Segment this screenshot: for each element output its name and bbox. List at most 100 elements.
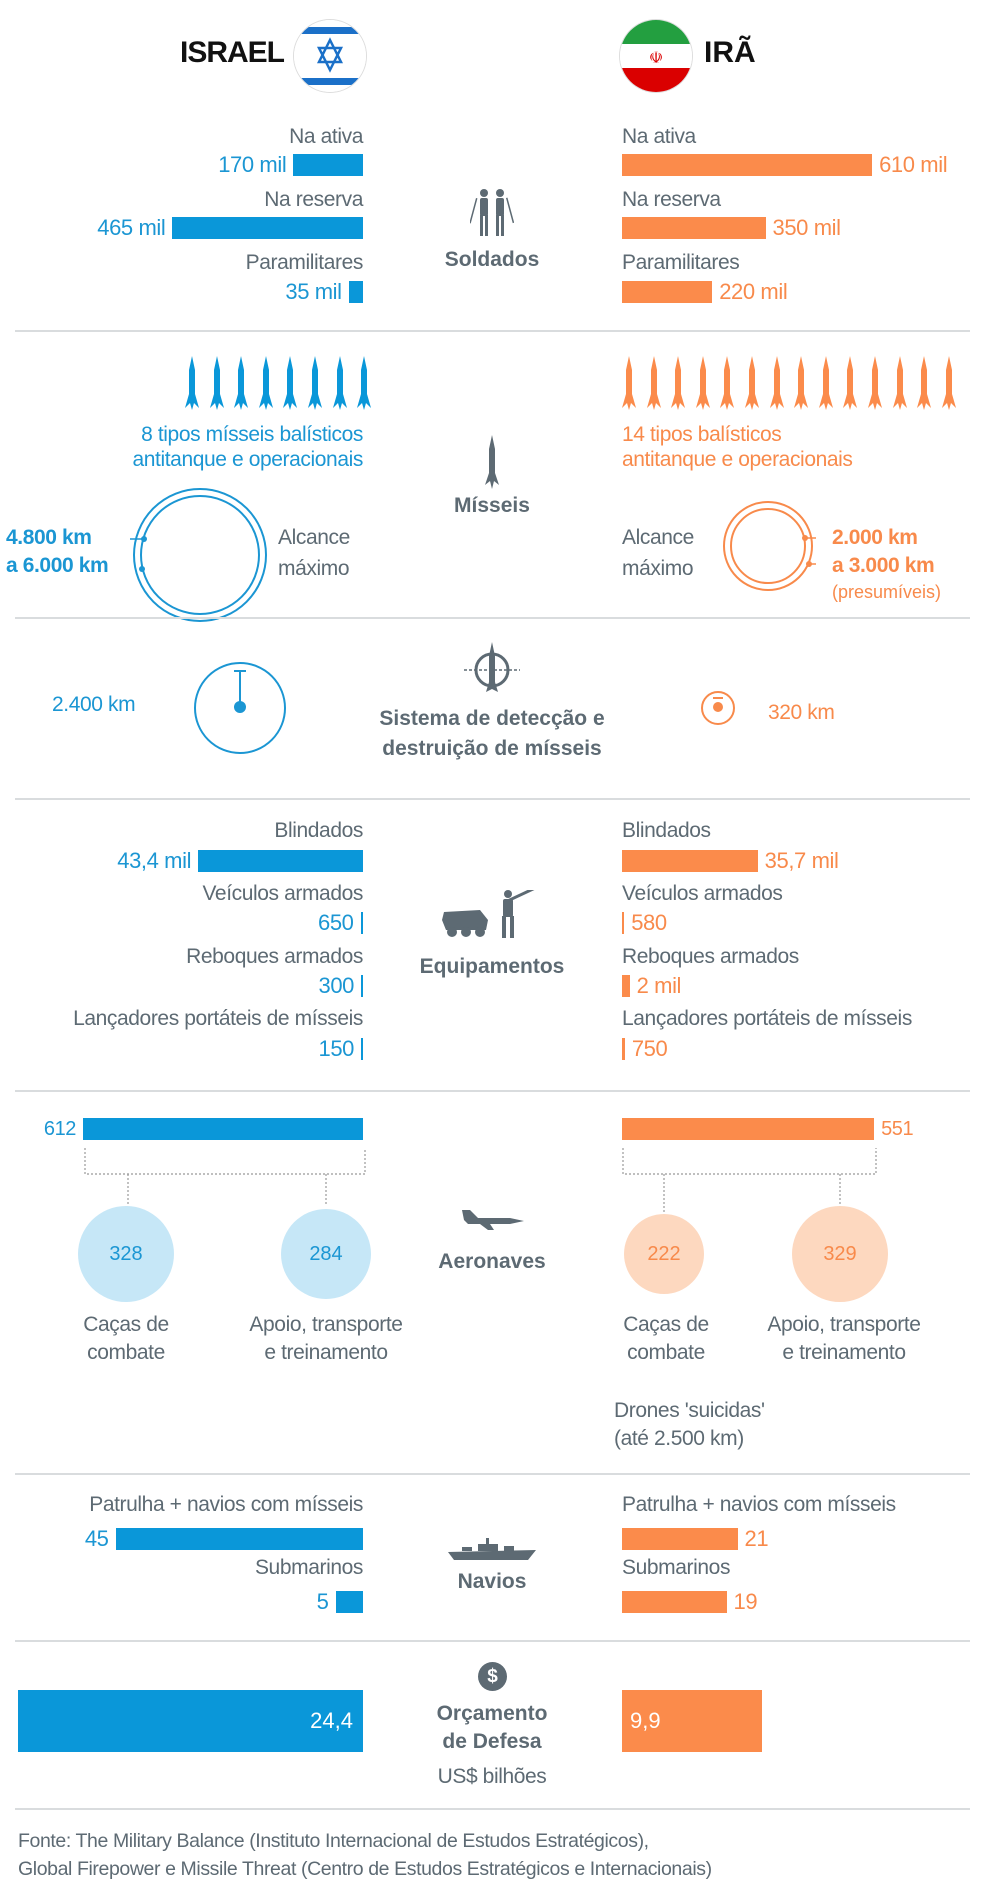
warship-icon <box>448 1538 536 1560</box>
iran-budget-bar: 9,9 <box>622 1690 762 1752</box>
label-patrol-ships: Patrulha + navios com mísseis <box>89 1493 363 1516</box>
israel-active-value: 170 mil <box>218 152 287 177</box>
iran-active-row: 610 mil <box>622 152 948 178</box>
israel-aircraft-total-row: 612 <box>44 1116 363 1142</box>
label-submarines: Submarinos <box>254 1556 363 1579</box>
iran-range-max: a 3.000 km <box>832 554 935 577</box>
israel-launchers-value: 150 <box>318 1036 354 1061</box>
divider <box>15 1808 970 1810</box>
iran-flag-icon: ☫ <box>620 20 692 92</box>
iran-range-min: 2.000 km <box>832 526 918 549</box>
iran-missile-types-line1: 14 tipos balísticos <box>622 423 782 446</box>
iran-support-label-1: Apoio, transporte <box>767 1313 921 1336</box>
defense-title-line2: destruição de mísseis <box>382 737 602 760</box>
ships-title: Navios <box>457 1570 527 1593</box>
divider <box>15 1640 970 1642</box>
divider <box>15 330 970 332</box>
iran-missile-icon <box>720 356 735 410</box>
israel-towed-value: 300 <box>318 973 354 998</box>
label-armored: Blindados <box>274 819 363 842</box>
iran-defense-range: 320 km <box>768 701 835 724</box>
israel-armed-vehicles-row: 650 <box>318 910 363 936</box>
label-paramilitary: Paramilitares <box>245 251 364 274</box>
iran-missile-types-line2: antitanque e operacionais <box>622 448 853 471</box>
iran-aircraft-bracket <box>622 1148 877 1214</box>
label-submarines-iran: Submarinos <box>622 1556 731 1579</box>
israel-missile-icon <box>332 356 347 410</box>
crosshair-missile-icon <box>464 642 520 692</box>
range-label-line2: máximo <box>278 557 350 580</box>
israel-range-min: 4.800 km <box>6 526 92 549</box>
iran-missile-icon <box>868 356 882 410</box>
israel-launchers-bar <box>361 1038 363 1060</box>
israel-missile-types-line2: antitanque e operacionais <box>132 448 363 471</box>
israel-armed-vehicles-bar <box>360 912 363 934</box>
iran-missile-icon <box>646 356 661 410</box>
israel-reserve-value: 465 mil <box>97 215 166 240</box>
iran-aircraft-total-bar <box>622 1118 875 1140</box>
israel-aircraft-total-bar <box>83 1118 363 1140</box>
iran-support-label-2: e treinamento <box>782 1341 906 1364</box>
israel-range-circle <box>130 488 267 622</box>
label-patrol-ships-iran: Patrulha + navios com mísseis <box>622 1493 896 1516</box>
iran-missile-icon <box>622 356 636 410</box>
iran-armed-vehicles-row: 580 <box>622 910 667 936</box>
iran-active-value: 610 mil <box>879 152 948 177</box>
israel-armored-value: 43,4 mil <box>117 848 192 873</box>
israel-patrol-bar <box>115 1528 363 1550</box>
label-reserve: Na reserva <box>264 188 363 211</box>
budget-title-line2: de Defesa <box>442 1730 542 1753</box>
iran-missile-icon <box>818 356 833 410</box>
label-armed-vehicles: Veículos armados <box>202 882 363 905</box>
iran-submarines-value: 19 <box>733 1589 758 1614</box>
iran-patrol-bar <box>622 1528 738 1550</box>
missiles-title: Mísseis <box>454 494 530 517</box>
divider <box>15 1473 970 1475</box>
israel-launchers-row: 150 <box>318 1036 363 1062</box>
israel-range-max: a 6.000 km <box>6 554 109 577</box>
israel-budget-value: 24,4 <box>310 1708 353 1733</box>
iran-aircraft-total-value: 551 <box>881 1117 914 1140</box>
iran-budget-value: 9,9 <box>630 1708 661 1733</box>
range-label-line1: Alcance <box>278 526 350 549</box>
iran-active-bar <box>622 154 873 176</box>
iran-aircraft-total-row: 551 <box>622 1116 914 1142</box>
iran-missile-icon <box>917 356 932 410</box>
label-reserve-iran: Na reserva <box>622 188 721 211</box>
dollar-icon: $ <box>478 1662 507 1691</box>
label-launchers: Lançadores portáteis de mísseis <box>73 1007 363 1030</box>
israel-patrol-row: 45 <box>85 1526 363 1552</box>
source-line2: Global Firepower e Missile Threat (Centr… <box>18 1858 712 1880</box>
israel-towed-bar <box>361 975 363 997</box>
iran-range-circle <box>723 501 816 591</box>
iran-towed-value: 2 mil <box>636 973 682 998</box>
iran-launchers-bar <box>622 1038 625 1060</box>
israel-aircraft-bracket <box>84 1148 366 1206</box>
israel-reserve-bar <box>172 217 363 239</box>
israel-armored-row: 43,4 mil <box>117 848 363 874</box>
iran-missile-icon <box>941 356 956 410</box>
fighter-jet-icon <box>462 1210 524 1230</box>
iran-patrol-row: 21 <box>622 1526 769 1552</box>
israel-support-label-1: Apoio, transporte <box>249 1313 403 1336</box>
iran-armored-bar <box>622 850 758 872</box>
israel-missile-types <box>185 356 372 410</box>
label-launchers-iran: Lançadores portáteis de mísseis <box>622 1007 912 1030</box>
israel-missile-icon <box>209 356 224 410</box>
israel-fighters-bubble: 328 <box>78 1206 174 1302</box>
defense-title-line1: Sistema de detecção e <box>379 707 605 730</box>
iran-armed-vehicles-bar <box>622 912 625 934</box>
iran-missile-icon <box>695 356 710 410</box>
israel-support-bubble: 284 <box>281 1209 371 1299</box>
label-armored-iran: Blindados <box>622 819 711 842</box>
israel-active-bar <box>293 154 363 176</box>
israel-fighters-label-2: combate <box>87 1341 165 1364</box>
israel-missile-icon <box>185 356 199 410</box>
iran-missile-icon <box>892 356 907 410</box>
iran-fighters-label-1: Caças de <box>623 1313 709 1336</box>
iran-fighters-bubble: 222 <box>624 1214 704 1294</box>
israel-patrol-value: 45 <box>84 1526 109 1551</box>
israel-paramilitary-bar <box>348 281 363 303</box>
budget-title-line1: Orçamento <box>436 1702 548 1725</box>
iran-fighters-label-2: combate <box>627 1341 705 1364</box>
